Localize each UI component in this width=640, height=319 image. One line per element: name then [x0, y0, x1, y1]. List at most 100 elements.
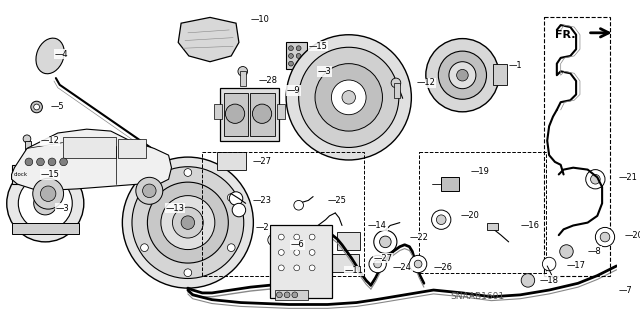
- Circle shape: [374, 260, 381, 268]
- Text: —1: —1: [509, 61, 522, 70]
- Circle shape: [296, 61, 301, 66]
- Circle shape: [426, 39, 499, 112]
- Circle shape: [414, 260, 422, 268]
- Circle shape: [136, 177, 163, 204]
- Circle shape: [294, 234, 300, 240]
- Bar: [394, 83, 400, 98]
- Circle shape: [591, 174, 600, 184]
- Circle shape: [289, 61, 293, 66]
- Circle shape: [48, 158, 56, 166]
- Circle shape: [23, 135, 31, 143]
- Text: —22: —22: [410, 233, 428, 241]
- Bar: [214, 104, 221, 119]
- Text: —26: —26: [433, 263, 452, 272]
- Circle shape: [19, 176, 72, 230]
- Circle shape: [227, 244, 235, 251]
- Text: —5: —5: [50, 102, 64, 112]
- Text: —23: —23: [252, 196, 271, 205]
- Text: —6: —6: [291, 240, 305, 249]
- Circle shape: [294, 249, 300, 255]
- Circle shape: [309, 265, 315, 271]
- Bar: [63, 137, 116, 158]
- Circle shape: [184, 269, 192, 277]
- Circle shape: [457, 70, 468, 81]
- Circle shape: [229, 192, 243, 205]
- Circle shape: [232, 203, 246, 217]
- Circle shape: [410, 255, 427, 273]
- Text: —27: —27: [374, 254, 393, 263]
- Bar: [240, 71, 246, 86]
- Bar: [148, 205, 156, 223]
- Circle shape: [40, 186, 56, 201]
- Bar: [217, 152, 246, 170]
- Circle shape: [238, 67, 248, 76]
- Circle shape: [391, 78, 401, 88]
- Bar: [278, 104, 285, 119]
- Text: —9: —9: [287, 86, 301, 95]
- Bar: [544, 18, 610, 276]
- Circle shape: [292, 292, 298, 298]
- Text: clock: clock: [13, 172, 28, 177]
- Circle shape: [374, 230, 397, 253]
- Circle shape: [172, 207, 204, 238]
- Text: —12: —12: [416, 78, 435, 87]
- Text: —21: —21: [618, 173, 637, 182]
- Bar: [118, 139, 147, 158]
- Bar: [202, 152, 364, 276]
- Circle shape: [284, 292, 290, 298]
- Circle shape: [286, 35, 412, 160]
- Text: FR.: FR.: [555, 30, 575, 40]
- Circle shape: [278, 265, 284, 271]
- Circle shape: [122, 157, 253, 288]
- Circle shape: [299, 47, 399, 147]
- Bar: [337, 232, 360, 249]
- Circle shape: [252, 104, 271, 123]
- Circle shape: [33, 178, 63, 209]
- Circle shape: [132, 167, 244, 278]
- Text: —4: —4: [55, 49, 68, 58]
- Circle shape: [521, 274, 534, 287]
- Text: —8: —8: [588, 247, 602, 256]
- Circle shape: [276, 292, 282, 298]
- Bar: [220, 88, 280, 141]
- Circle shape: [7, 165, 84, 242]
- Circle shape: [289, 54, 293, 58]
- Circle shape: [147, 198, 157, 208]
- Circle shape: [268, 234, 280, 246]
- Circle shape: [227, 194, 235, 201]
- Text: —20: —20: [461, 211, 479, 220]
- Circle shape: [315, 64, 383, 131]
- Circle shape: [332, 80, 366, 115]
- Text: —25: —25: [328, 196, 346, 205]
- Text: —24: —24: [393, 263, 412, 272]
- Text: —10: —10: [250, 15, 269, 24]
- Text: —19: —19: [470, 167, 489, 176]
- Bar: [12, 223, 79, 234]
- Circle shape: [595, 227, 614, 247]
- Circle shape: [25, 158, 33, 166]
- Text: —13: —13: [166, 204, 185, 213]
- Ellipse shape: [36, 38, 64, 74]
- Text: —11: —11: [345, 266, 364, 275]
- Circle shape: [147, 182, 228, 263]
- Text: —20: —20: [624, 231, 640, 240]
- Circle shape: [342, 91, 355, 104]
- Bar: [286, 42, 307, 70]
- Bar: [493, 64, 507, 85]
- Bar: [332, 254, 359, 272]
- Text: —14: —14: [368, 221, 387, 230]
- Circle shape: [143, 184, 156, 197]
- Text: —27: —27: [252, 157, 271, 167]
- Circle shape: [161, 196, 215, 249]
- Text: —3: —3: [318, 67, 332, 76]
- Text: —7: —7: [618, 286, 632, 294]
- Polygon shape: [178, 18, 239, 62]
- Text: SNAAB1601: SNAAB1601: [451, 292, 505, 301]
- Bar: [419, 152, 546, 273]
- Circle shape: [431, 210, 451, 229]
- Circle shape: [278, 234, 284, 240]
- Circle shape: [294, 200, 303, 210]
- Circle shape: [60, 158, 67, 166]
- Circle shape: [586, 170, 605, 189]
- Circle shape: [141, 244, 148, 251]
